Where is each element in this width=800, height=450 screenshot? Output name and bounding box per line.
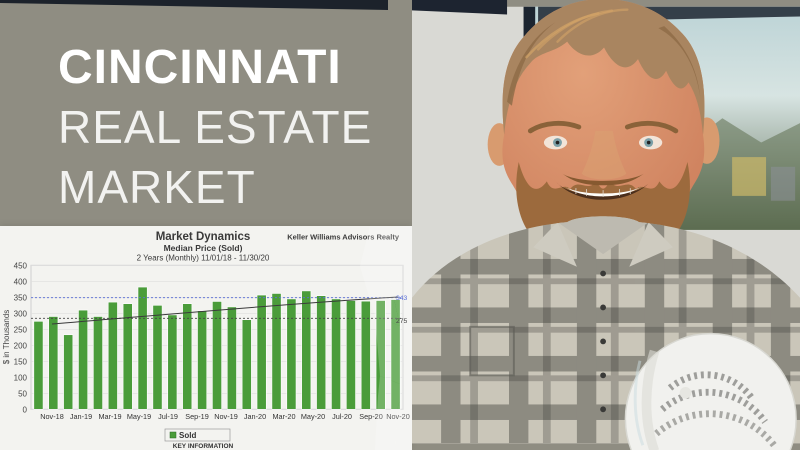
svg-text:Jan-20: Jan-20	[244, 412, 266, 421]
svg-text:Nov-19: Nov-19	[214, 412, 238, 421]
svg-text:Jul-19: Jul-19	[158, 412, 178, 421]
svg-text:Nov-20: Nov-20	[386, 412, 410, 421]
svg-text:Market Dynamics: Market Dynamics	[156, 231, 251, 243]
svg-text:Sold: Sold	[179, 431, 196, 440]
svg-text:Mar-19: Mar-19	[98, 412, 121, 421]
svg-text:150: 150	[14, 357, 28, 366]
svg-text:0: 0	[23, 405, 28, 414]
svg-text:May-20: May-20	[301, 412, 325, 421]
svg-text:Nov-18: Nov-18	[40, 412, 64, 421]
svg-text:50: 50	[18, 389, 27, 398]
svg-text:Jul-20: Jul-20	[332, 412, 352, 421]
svg-text:300: 300	[14, 309, 28, 318]
svg-text:Sep-19: Sep-19	[185, 412, 209, 421]
svg-text:450: 450	[14, 261, 28, 270]
svg-text:250: 250	[14, 325, 28, 334]
svg-text:Mar-20: Mar-20	[272, 412, 295, 421]
svg-text:200: 200	[14, 341, 28, 350]
svg-text:KEY INFORMATION: KEY INFORMATION	[173, 443, 234, 450]
svg-text:350: 350	[14, 293, 28, 302]
svg-text:$ in Thousands: $ in Thousands	[2, 310, 11, 365]
svg-text:100: 100	[14, 373, 28, 382]
svg-text:Sep-20: Sep-20	[359, 412, 383, 421]
svg-text:May-19: May-19	[127, 412, 151, 421]
svg-text:Keller Williams Advisors Realt: Keller Williams Advisors Realty	[287, 233, 400, 242]
svg-text:Median Price (Sold): Median Price (Sold)	[164, 243, 243, 253]
svg-text:Jan-19: Jan-19	[70, 412, 92, 421]
svg-text:400: 400	[14, 277, 28, 286]
svg-text:2 Years (Monthly) 11/01/18 - 1: 2 Years (Monthly) 11/01/18 - 11/30/20	[137, 254, 270, 263]
